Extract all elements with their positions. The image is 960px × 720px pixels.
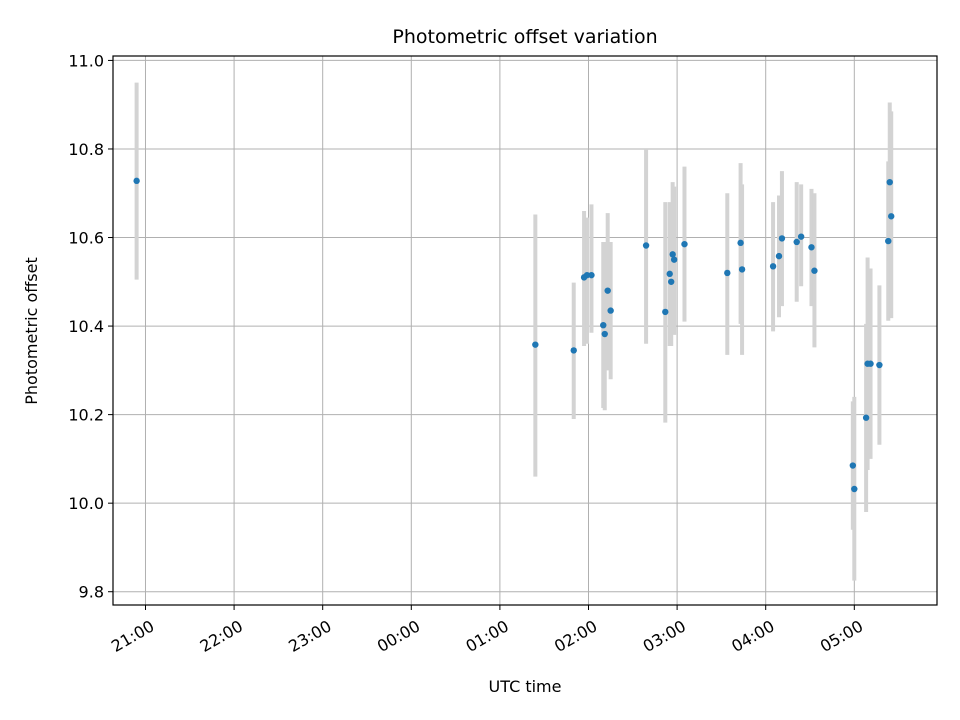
data-point bbox=[737, 239, 744, 247]
data-point bbox=[532, 341, 539, 348]
data-point bbox=[775, 252, 783, 260]
data-point bbox=[600, 321, 607, 329]
data-point bbox=[867, 360, 874, 367]
y-tick-label: 9.8 bbox=[79, 583, 104, 602]
data-point bbox=[778, 235, 786, 242]
data-point bbox=[769, 263, 777, 270]
data-point bbox=[604, 287, 611, 294]
data-point bbox=[670, 256, 678, 263]
data-point bbox=[133, 177, 140, 185]
data-point bbox=[862, 414, 870, 421]
data-point bbox=[793, 238, 800, 246]
data-point bbox=[666, 270, 673, 278]
y-axis-label: Photometric offset bbox=[22, 257, 41, 405]
data-point bbox=[811, 267, 818, 274]
plot-area-frame bbox=[112, 55, 938, 606]
chart-title: Photometric offset variation bbox=[392, 26, 657, 48]
data-point bbox=[588, 271, 595, 279]
data-point bbox=[669, 251, 676, 258]
data-point bbox=[808, 244, 815, 251]
data-point bbox=[681, 240, 688, 248]
data-point bbox=[570, 347, 577, 354]
data-point bbox=[849, 462, 857, 469]
data-point bbox=[738, 266, 746, 273]
data-point bbox=[607, 307, 614, 314]
data-point bbox=[667, 278, 675, 285]
x-axis-label: UTC time bbox=[489, 677, 562, 696]
data-point bbox=[876, 361, 883, 369]
y-tick-label: 10.0 bbox=[68, 494, 104, 513]
data-point bbox=[797, 233, 805, 240]
data-point bbox=[583, 271, 591, 279]
y-tick-label: 10.6 bbox=[68, 229, 104, 248]
data-point bbox=[601, 330, 608, 338]
y-tick-label: 10.4 bbox=[68, 317, 104, 336]
data-point bbox=[662, 308, 669, 316]
data-points bbox=[133, 177, 895, 493]
data-point bbox=[642, 242, 650, 249]
data-point bbox=[851, 485, 858, 493]
data-point bbox=[724, 269, 731, 277]
data-point bbox=[888, 213, 895, 220]
y-tick-label: 10.8 bbox=[68, 140, 104, 159]
y-tick-label: 10.2 bbox=[68, 406, 104, 425]
data-point bbox=[886, 178, 893, 186]
y-tick-label: 11.0 bbox=[68, 51, 104, 70]
data-point bbox=[885, 237, 892, 245]
